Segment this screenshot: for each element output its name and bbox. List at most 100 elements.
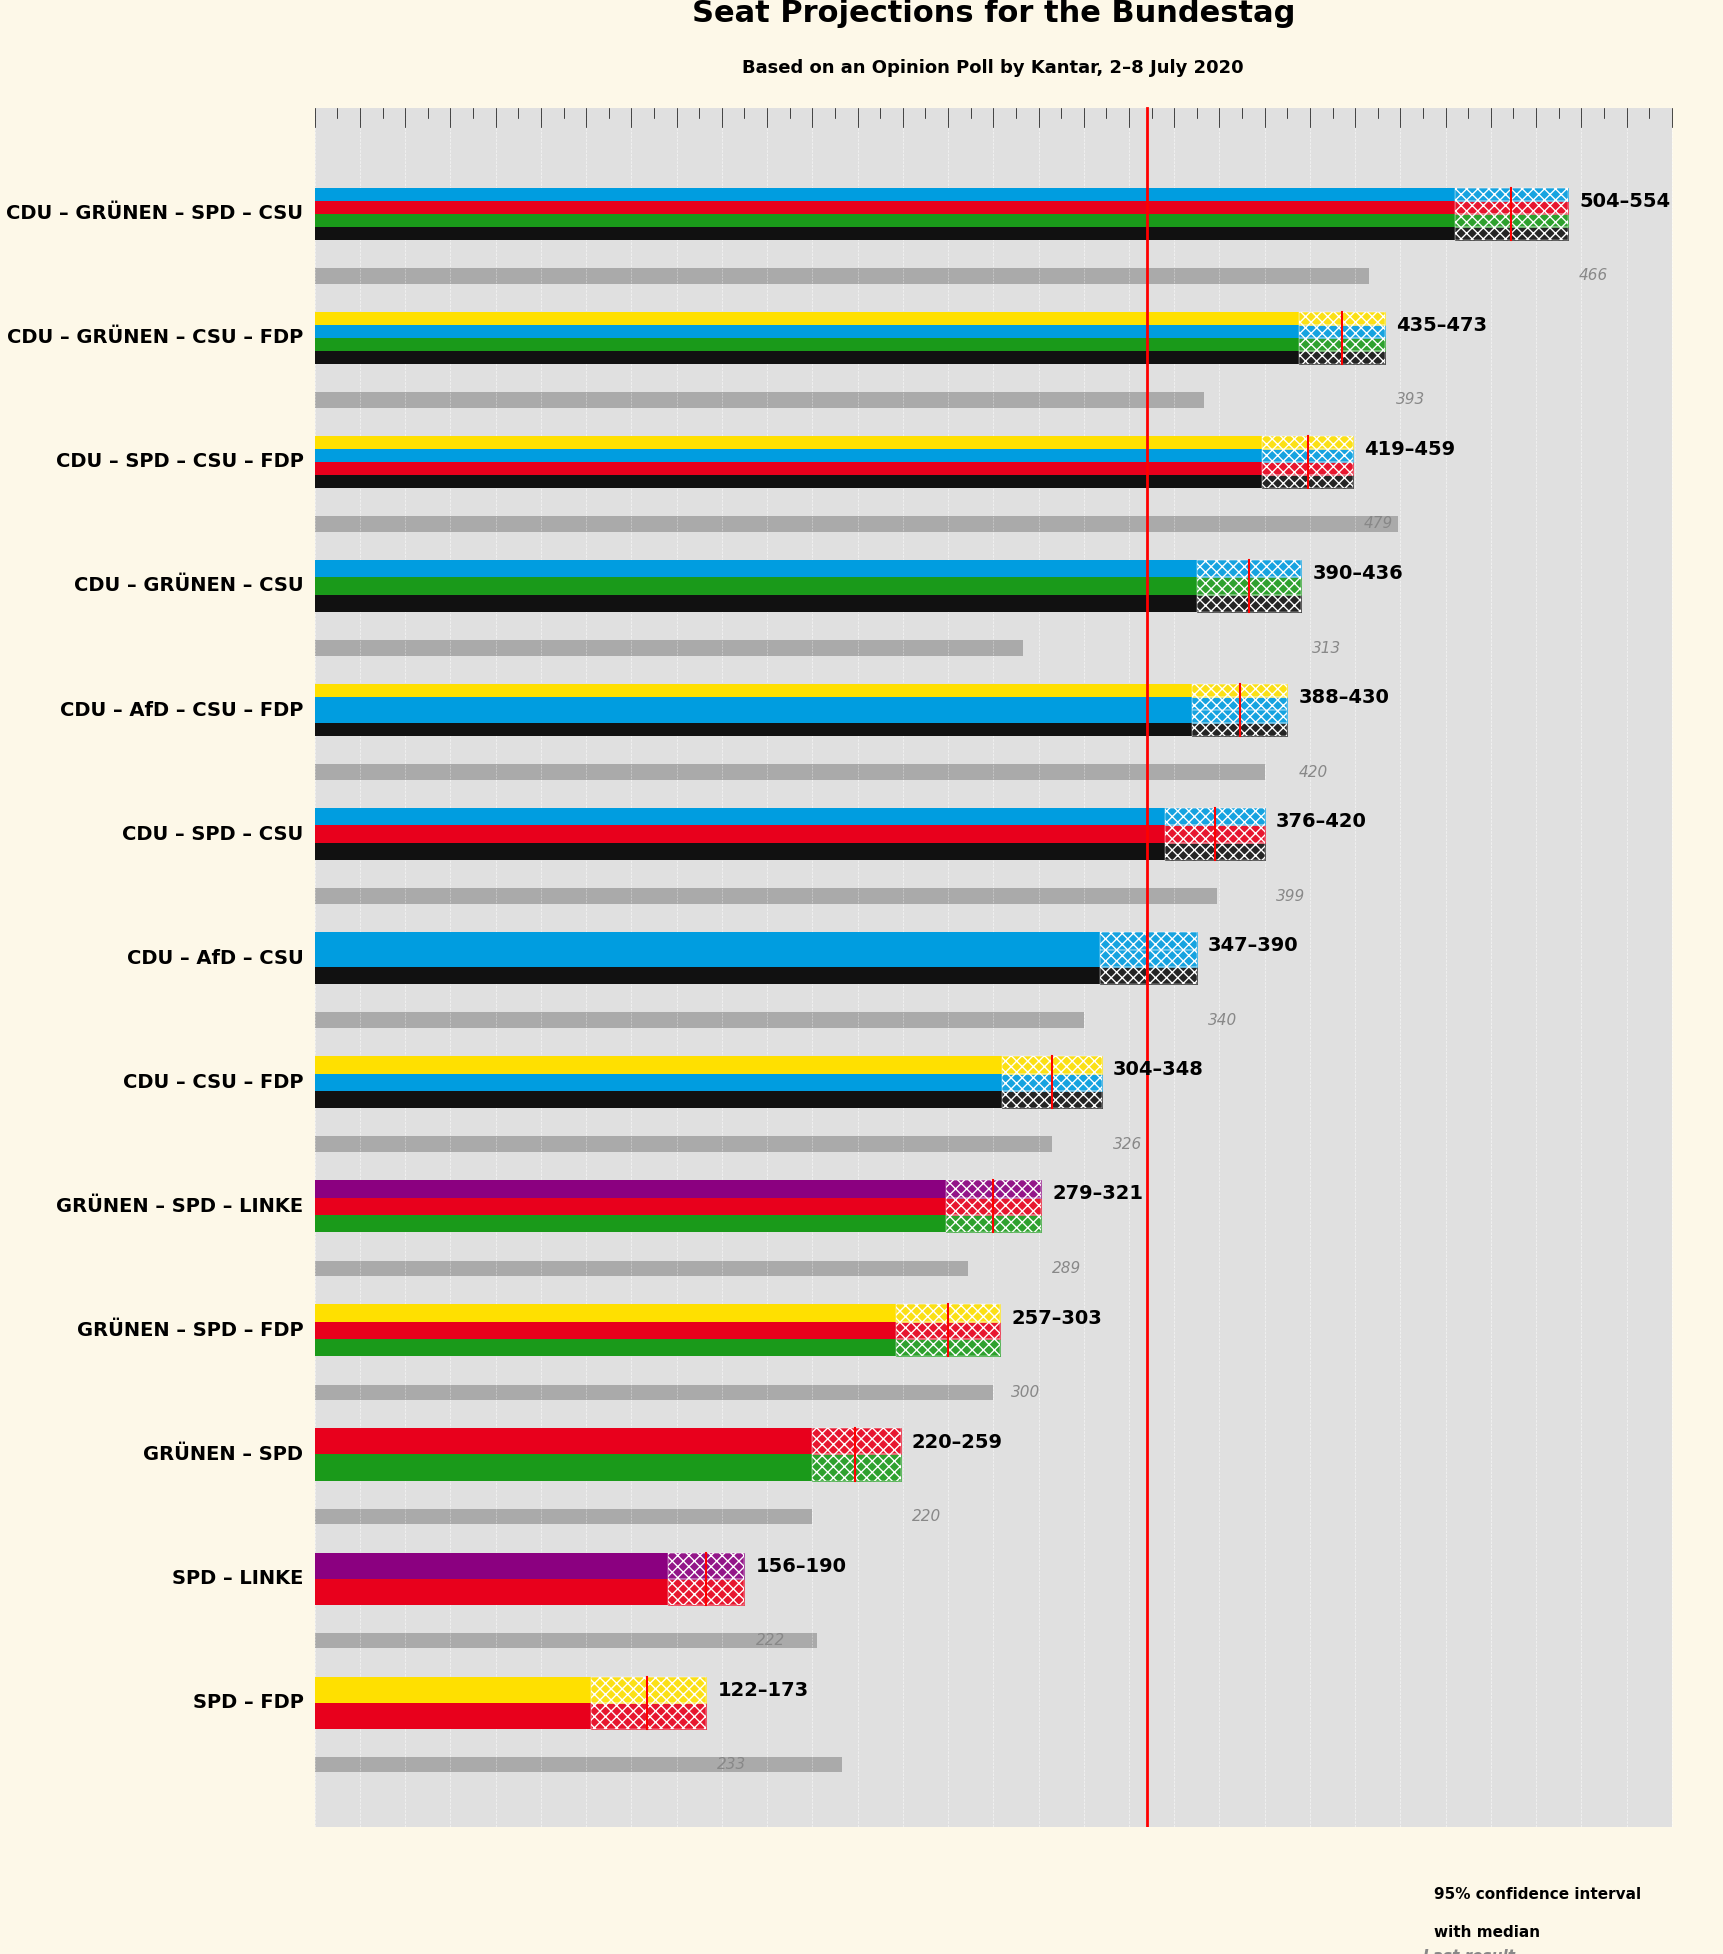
Text: 435–473: 435–473 — [1396, 317, 1485, 334]
Bar — [1297, 352, 1384, 363]
Bar — [315, 227, 1454, 240]
Bar — [315, 393, 1203, 408]
Bar — [1261, 436, 1353, 449]
Bar — [946, 1198, 1041, 1215]
Bar — [315, 1634, 817, 1649]
Text: 347–390: 347–390 — [1208, 936, 1297, 956]
Bar — [1192, 698, 1287, 709]
Bar — [1099, 950, 1196, 967]
Bar — [667, 1579, 744, 1604]
Bar — [1001, 1073, 1101, 1090]
Bar — [315, 516, 1397, 531]
Bar — [1165, 842, 1265, 860]
Text: GRÜNEN – SPD: GRÜNEN – SPD — [143, 1446, 303, 1464]
Bar — [1099, 950, 1196, 967]
Bar — [315, 201, 1454, 213]
Text: 399: 399 — [1275, 889, 1304, 903]
Bar — [315, 1073, 1001, 1090]
Bar — [1165, 825, 1265, 842]
Bar — [1297, 324, 1384, 338]
Text: 222: 222 — [755, 1634, 784, 1647]
Text: CDU – CSU – FDP: CDU – CSU – FDP — [122, 1073, 303, 1092]
Text: CDU – AfD – CSU: CDU – AfD – CSU — [126, 950, 303, 967]
Bar — [812, 1428, 899, 1454]
Bar — [315, 1305, 896, 1321]
Text: 220: 220 — [911, 1508, 941, 1524]
Bar — [946, 1215, 1041, 1233]
Text: 279–321: 279–321 — [1051, 1184, 1142, 1204]
Bar — [315, 1338, 896, 1356]
Bar — [1196, 594, 1301, 612]
Bar — [315, 1057, 1001, 1073]
Text: 504–554: 504–554 — [1578, 191, 1670, 211]
Bar — [315, 594, 1196, 612]
Bar — [1001, 1090, 1101, 1108]
Text: 479: 479 — [1363, 516, 1392, 531]
Bar — [812, 1428, 899, 1454]
Bar — [315, 338, 1297, 352]
Bar — [1192, 709, 1287, 723]
Text: 466: 466 — [1578, 268, 1608, 283]
Bar — [315, 461, 1261, 475]
Bar — [946, 1215, 1041, 1233]
Text: 340: 340 — [1208, 1012, 1237, 1028]
Text: 289: 289 — [1051, 1260, 1080, 1276]
Bar — [315, 1198, 946, 1215]
Bar — [1454, 188, 1566, 201]
Bar — [1297, 352, 1384, 363]
Text: 156–190: 156–190 — [755, 1557, 846, 1575]
Text: 326: 326 — [1113, 1137, 1142, 1151]
Text: SPD – LINKE: SPD – LINKE — [172, 1569, 303, 1589]
Bar — [812, 1454, 899, 1481]
Bar — [315, 436, 1261, 449]
Text: 233: 233 — [717, 1757, 746, 1772]
Text: 420: 420 — [1297, 764, 1327, 780]
Bar — [1192, 723, 1287, 737]
Text: CDU – GRÜNEN – SPD – CSU: CDU – GRÜNEN – SPD – CSU — [7, 205, 303, 223]
Bar — [315, 1508, 812, 1524]
Bar — [1001, 1057, 1101, 1073]
Bar — [1454, 201, 1566, 213]
Text: CDU – SPD – CSU: CDU – SPD – CSU — [122, 825, 303, 844]
Bar — [1192, 709, 1287, 723]
Bar — [1287, 1938, 1411, 1954]
Bar — [315, 1553, 667, 1579]
Bar — [591, 1677, 706, 1702]
Bar — [1192, 723, 1287, 737]
Bar — [315, 1454, 812, 1481]
Text: GRÜNEN – SPD – FDP: GRÜNEN – SPD – FDP — [78, 1321, 303, 1340]
Bar — [896, 1305, 999, 1321]
Bar — [315, 1012, 1084, 1028]
Bar — [1196, 561, 1301, 576]
Bar — [1196, 561, 1301, 576]
Bar — [1297, 324, 1384, 338]
Bar — [315, 213, 1454, 227]
Text: 257–303: 257–303 — [1011, 1309, 1101, 1327]
Bar — [315, 1428, 812, 1454]
Bar — [315, 475, 1261, 488]
Text: 390–436: 390–436 — [1311, 565, 1403, 582]
Text: CDU – AfD – CSU – FDP: CDU – AfD – CSU – FDP — [60, 701, 303, 719]
Bar — [315, 1757, 841, 1772]
Bar — [1454, 227, 1566, 240]
Bar — [315, 1180, 946, 1198]
Bar — [946, 1180, 1041, 1198]
Bar — [1261, 449, 1353, 461]
Bar — [1454, 227, 1566, 240]
Bar — [1454, 201, 1566, 213]
Bar — [315, 1677, 591, 1702]
Bar — [315, 313, 1297, 324]
Bar — [1192, 698, 1287, 709]
Bar — [1261, 461, 1353, 475]
Bar — [315, 1137, 1051, 1153]
Bar — [1454, 213, 1566, 227]
Bar — [1261, 449, 1353, 461]
Text: CDU – GRÜNEN – CSU – FDP: CDU – GRÜNEN – CSU – FDP — [7, 328, 303, 348]
Bar — [1454, 188, 1566, 201]
Bar — [315, 641, 1022, 657]
Bar — [1165, 809, 1265, 825]
Text: Seat Projections for the Bundestag: Seat Projections for the Bundestag — [691, 0, 1294, 27]
Bar — [315, 324, 1297, 338]
Bar — [315, 967, 1099, 985]
Text: 220–259: 220–259 — [911, 1432, 1003, 1452]
